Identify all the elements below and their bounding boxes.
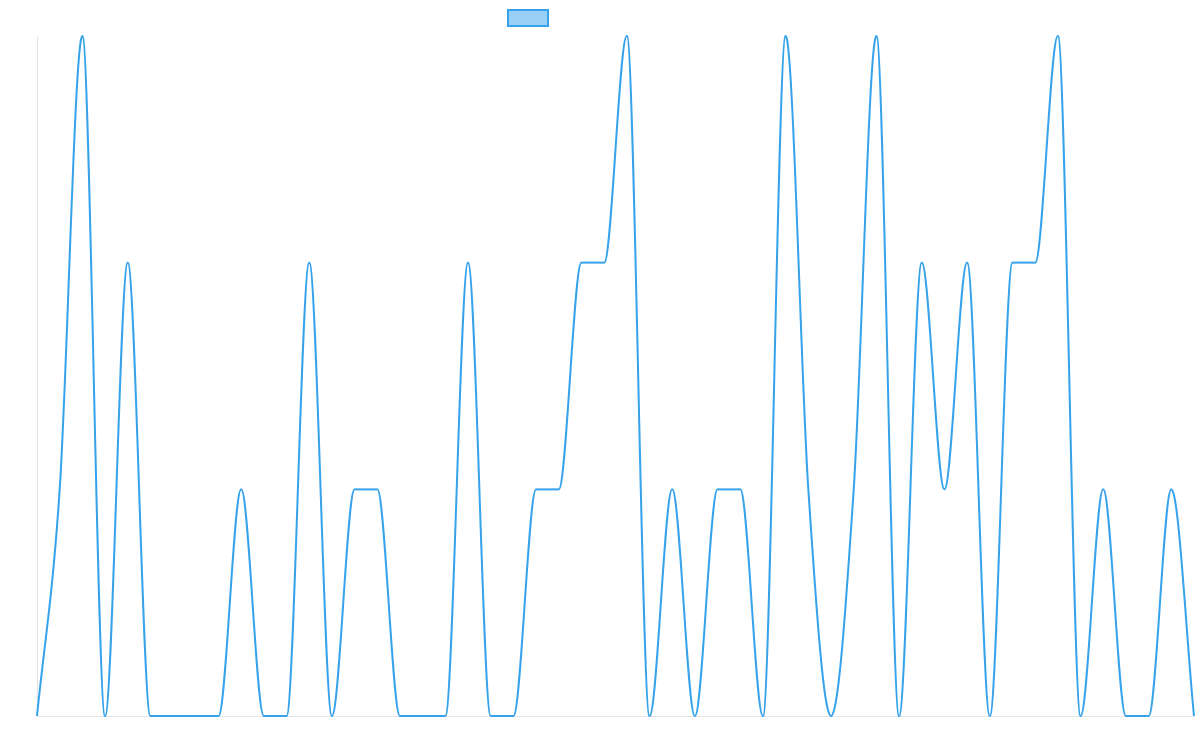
data-point[interactable] (125, 260, 131, 266)
legend-swatch[interactable] (507, 9, 549, 27)
data-point[interactable] (34, 713, 40, 719)
data-point[interactable] (760, 713, 766, 719)
data-point[interactable] (57, 486, 63, 492)
data-point[interactable] (647, 713, 653, 719)
data-point[interactable] (1191, 713, 1197, 719)
data-point[interactable] (715, 486, 721, 492)
data-point[interactable] (624, 33, 630, 39)
data-point[interactable] (488, 713, 494, 719)
data-point[interactable] (1032, 260, 1038, 266)
data-point[interactable] (533, 486, 539, 492)
data-point[interactable] (987, 713, 993, 719)
data-point[interactable] (805, 486, 811, 492)
data-point[interactable] (1055, 33, 1061, 39)
data-point[interactable] (193, 713, 199, 719)
data-point[interactable] (147, 713, 153, 719)
data-point[interactable] (510, 713, 516, 719)
data-point[interactable] (1123, 713, 1129, 719)
data-point[interactable] (828, 713, 834, 719)
data-point[interactable] (306, 260, 312, 266)
data-point[interactable] (919, 260, 925, 266)
series-line[interactable] (36, 35, 1195, 717)
data-point[interactable] (374, 486, 380, 492)
data-point[interactable] (669, 486, 675, 492)
data-point[interactable] (783, 33, 789, 39)
data-point[interactable] (737, 486, 743, 492)
data-point[interactable] (851, 486, 857, 492)
data-point[interactable] (79, 33, 85, 39)
data-point[interactable] (692, 713, 698, 719)
data-point[interactable] (941, 486, 947, 492)
data-point[interactable] (238, 486, 244, 492)
data-point[interactable] (284, 713, 290, 719)
data-point[interactable] (102, 713, 108, 719)
data-point[interactable] (420, 713, 426, 719)
data-point[interactable] (873, 33, 879, 39)
data-point[interactable] (964, 260, 970, 266)
data-point[interactable] (329, 713, 335, 719)
data-point[interactable] (1146, 713, 1152, 719)
data-point[interactable] (896, 713, 902, 719)
data-point[interactable] (442, 713, 448, 719)
data-point[interactable] (1010, 260, 1016, 266)
data-point[interactable] (170, 713, 176, 719)
data-point[interactable] (261, 713, 267, 719)
data-point[interactable] (215, 713, 221, 719)
data-point[interactable] (397, 713, 403, 719)
series-group (34, 33, 1197, 719)
legend[interactable] (507, 9, 549, 27)
data-point[interactable] (1100, 486, 1106, 492)
data-point[interactable] (1078, 713, 1084, 719)
data-point[interactable] (352, 486, 358, 492)
data-point[interactable] (578, 260, 584, 266)
data-point[interactable] (1168, 486, 1174, 492)
data-point[interactable] (556, 486, 562, 492)
data-point[interactable] (465, 260, 471, 266)
data-point[interactable] (601, 260, 607, 266)
